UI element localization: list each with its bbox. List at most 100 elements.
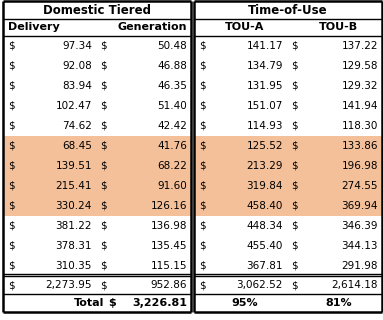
Text: 2,614.18: 2,614.18	[332, 280, 378, 290]
Text: 141.17: 141.17	[247, 41, 283, 51]
Text: 115.15: 115.15	[151, 261, 187, 271]
Text: 74.62: 74.62	[62, 121, 92, 131]
Text: 46.35: 46.35	[157, 81, 187, 91]
Bar	[3, 76, 191, 96]
Text: $: $	[199, 161, 206, 171]
Text: $: $	[8, 41, 15, 51]
Text: 346.39: 346.39	[342, 221, 378, 231]
Bar	[194, 56, 382, 76]
Text: 46.88: 46.88	[157, 61, 187, 71]
Text: 92.08: 92.08	[62, 61, 92, 71]
Text: 118.30: 118.30	[342, 121, 378, 131]
Text: $: $	[291, 221, 298, 231]
Bar	[194, 156, 382, 176]
Text: 291.98: 291.98	[342, 261, 378, 271]
Text: $: $	[100, 161, 106, 171]
Text: 51.40: 51.40	[157, 101, 187, 111]
Text: $: $	[100, 221, 106, 231]
Text: 448.34: 448.34	[247, 221, 283, 231]
Text: $: $	[199, 280, 206, 290]
Bar	[194, 216, 382, 236]
Text: $: $	[8, 81, 15, 91]
Bar	[3, 216, 191, 236]
Text: Time-of-Use: Time-of-Use	[248, 4, 328, 17]
Text: 139.51: 139.51	[56, 161, 92, 171]
Bar	[194, 276, 382, 294]
Text: 68.22: 68.22	[157, 161, 187, 171]
Text: 310.35: 310.35	[56, 261, 92, 271]
Text: 125.52: 125.52	[247, 141, 283, 151]
Text: $: $	[100, 181, 106, 191]
Text: $: $	[8, 280, 15, 290]
Text: $: $	[291, 101, 298, 111]
Text: Delivery: Delivery	[8, 22, 60, 33]
Bar	[3, 276, 191, 294]
Bar	[3, 116, 191, 136]
Bar	[3, 96, 191, 116]
Text: 319.84: 319.84	[247, 181, 283, 191]
Bar	[194, 136, 382, 156]
Text: $: $	[100, 101, 106, 111]
Text: 274.55: 274.55	[342, 181, 378, 191]
Text: 137.22: 137.22	[342, 41, 378, 51]
Bar	[3, 256, 191, 276]
Text: $: $	[108, 298, 116, 308]
Text: $: $	[199, 81, 206, 91]
Text: $: $	[100, 241, 106, 251]
Text: 136.98: 136.98	[151, 221, 187, 231]
Text: 114.93: 114.93	[247, 121, 283, 131]
Bar	[3, 236, 191, 256]
Bar	[194, 19, 382, 36]
Text: $: $	[100, 261, 106, 271]
Text: 68.45: 68.45	[62, 141, 92, 151]
Text: $: $	[291, 41, 298, 51]
Text: $: $	[100, 141, 106, 151]
Text: $: $	[291, 280, 298, 290]
Text: 95%: 95%	[231, 298, 258, 308]
Text: 91.60: 91.60	[157, 181, 187, 191]
Text: $: $	[291, 61, 298, 71]
Text: 455.40: 455.40	[247, 241, 283, 251]
Text: $: $	[100, 81, 106, 91]
Text: 378.31: 378.31	[56, 241, 92, 251]
Text: $: $	[8, 261, 15, 271]
Text: $: $	[291, 81, 298, 91]
Text: $: $	[291, 181, 298, 191]
Text: $: $	[8, 101, 15, 111]
Text: 3,062.52: 3,062.52	[237, 280, 283, 290]
Text: $: $	[8, 181, 15, 191]
Text: $: $	[8, 121, 15, 131]
Text: 129.58: 129.58	[342, 61, 378, 71]
Text: 3,226.81: 3,226.81	[132, 298, 187, 308]
Text: Domestic Tiered: Domestic Tiered	[43, 4, 151, 17]
Bar	[194, 176, 382, 196]
Bar	[3, 136, 191, 156]
Text: 141.94: 141.94	[342, 101, 378, 111]
Text: $: $	[8, 161, 15, 171]
Text: $: $	[291, 241, 298, 251]
Text: 133.86: 133.86	[342, 141, 378, 151]
Text: $: $	[291, 141, 298, 151]
Text: TOU-B: TOU-B	[319, 22, 358, 33]
Bar	[194, 236, 382, 256]
Bar	[3, 176, 191, 196]
Text: 2,273.95: 2,273.95	[46, 280, 92, 290]
Text: 135.45: 135.45	[151, 241, 187, 251]
Bar	[3, 56, 191, 76]
Text: 41.76: 41.76	[157, 141, 187, 151]
Text: $: $	[8, 141, 15, 151]
Text: $: $	[199, 61, 206, 71]
Text: $: $	[199, 41, 206, 51]
Text: 83.94: 83.94	[62, 81, 92, 91]
Text: 196.98: 196.98	[342, 161, 378, 171]
Bar	[194, 294, 382, 312]
Text: 367.81: 367.81	[247, 261, 283, 271]
Text: Total: Total	[74, 298, 105, 308]
Text: 102.47: 102.47	[56, 101, 92, 111]
Text: $: $	[100, 61, 106, 71]
Text: $: $	[8, 241, 15, 251]
Text: 81%: 81%	[326, 298, 352, 308]
Text: 381.22: 381.22	[56, 221, 92, 231]
Text: $: $	[8, 61, 15, 71]
Bar	[194, 116, 382, 136]
